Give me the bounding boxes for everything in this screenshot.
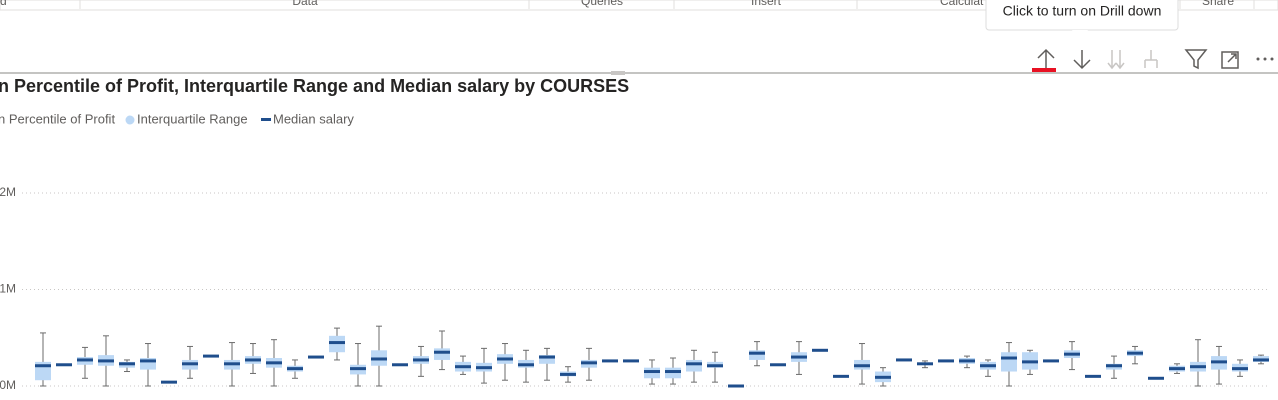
y-tick-label: 2M [0, 185, 16, 199]
iqr-box [1001, 352, 1017, 372]
ribbon [0, 0, 1278, 11]
y-tick-label: 0M [0, 378, 16, 392]
ribbon-tab[interactable]: d [0, 0, 7, 8]
ribbon-tab[interactable]: Data [292, 0, 318, 8]
ribbon-tab[interactable]: Insert [751, 0, 782, 8]
resize-handle [611, 71, 625, 75]
ribbon-tab[interactable]: Calculat [940, 0, 984, 8]
ribbon-tab[interactable]: Queries [581, 0, 623, 8]
y-tick-label: 1M [0, 282, 16, 296]
ribbon-separators [79, 0, 1255, 9]
visual-header-icons [1032, 48, 1274, 72]
filter-icon[interactable] [1184, 49, 1208, 70]
legend-label: Interquartile Range [137, 111, 248, 126]
drill-up-icon[interactable] [1032, 48, 1056, 72]
legend-marker [125, 115, 135, 125]
next-level-icon[interactable] [1107, 50, 1125, 70]
more-icon[interactable] [1256, 57, 1274, 61]
chart-title: n Percentile of Profit, Interquartile Ra… [0, 76, 629, 96]
iqr-box [140, 358, 156, 370]
legend-label: Median salary [273, 111, 354, 126]
legend-marker [261, 118, 271, 121]
iqr-box [686, 359, 702, 372]
expand-icon[interactable] [1144, 50, 1158, 68]
focus-icon[interactable] [1221, 51, 1239, 69]
ribbon-tab[interactable]: Share [1202, 0, 1234, 8]
drill-down-icon[interactable] [1073, 50, 1091, 70]
iqr-box [434, 348, 450, 360]
iqr-box [749, 350, 765, 360]
legend-label: n Percentile of Profit [0, 111, 115, 126]
tooltip-pointer [1072, 30, 1088, 38]
tooltip-text: Click to turn on Drill down [1003, 3, 1162, 19]
iqr-box [539, 355, 555, 364]
